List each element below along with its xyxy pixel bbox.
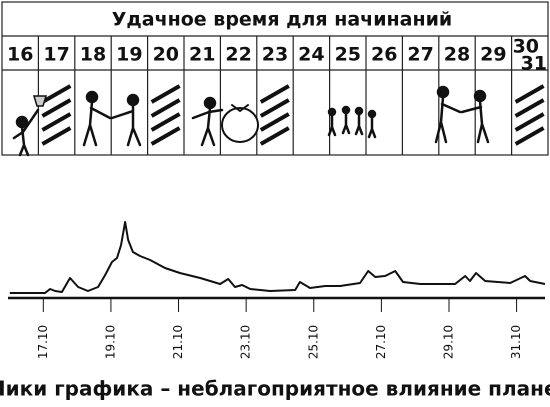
hatch — [41, 98, 72, 118]
hatch — [259, 84, 290, 104]
title: Удачное время для начинаний — [112, 9, 452, 31]
hatch — [41, 112, 72, 132]
plot: 17.10 19.10 21.10 23.10 25.10 27.10 29.10 31.10 — [8, 221, 546, 359]
x-tick-label: 27.10 — [374, 325, 388, 359]
x-tick-label: 19.10 — [103, 325, 117, 359]
day-number: 18 — [80, 44, 106, 66]
hatch — [150, 112, 181, 132]
table-frame — [1, 1, 549, 156]
hatch — [514, 126, 545, 146]
illustrations — [12, 85, 490, 157]
hatch — [41, 84, 72, 104]
hatch — [259, 98, 290, 118]
hatch — [514, 84, 545, 104]
hatch — [514, 112, 545, 132]
hatch — [259, 112, 290, 132]
x-tick-label: 31.10 — [509, 325, 523, 359]
x-tick-label: 25.10 — [306, 325, 320, 359]
hatch — [150, 126, 181, 146]
day-number: 22 — [225, 44, 251, 66]
day-number: 30 — [513, 36, 539, 58]
day-number: 31 — [521, 53, 547, 75]
hatch — [259, 126, 290, 146]
day-number: 29 — [480, 44, 506, 66]
day-number: 26 — [371, 44, 397, 66]
figure-money — [191, 96, 259, 147]
hatch — [41, 126, 72, 146]
x-tick-label: 17.10 — [36, 325, 50, 359]
x-tick-label: 21.10 — [171, 325, 185, 359]
day-number: 17 — [43, 44, 69, 66]
figure-handshake — [434, 85, 490, 144]
x-tick-label: 23.10 — [239, 325, 253, 359]
x-tick-label: 29.10 — [441, 325, 455, 359]
figure-trophy — [12, 95, 48, 157]
hatch — [514, 98, 545, 118]
hatch — [150, 98, 181, 118]
caption: Пики графика – неблагоприятное влияние п… — [0, 377, 550, 401]
day-number: 27 — [407, 44, 433, 66]
day-number: 16 — [7, 44, 33, 66]
hatch — [150, 84, 181, 104]
day-number: 24 — [298, 44, 324, 66]
data-line — [9, 221, 546, 294]
day-number: 23 — [262, 44, 288, 66]
day-number: 19 — [116, 44, 142, 66]
day-number: 21 — [189, 44, 215, 66]
figure-group — [327, 105, 377, 139]
day-number: 20 — [153, 44, 179, 66]
figure-handshake — [82, 90, 142, 147]
day-number: 28 — [444, 44, 470, 66]
day-number: 25 — [335, 44, 361, 66]
